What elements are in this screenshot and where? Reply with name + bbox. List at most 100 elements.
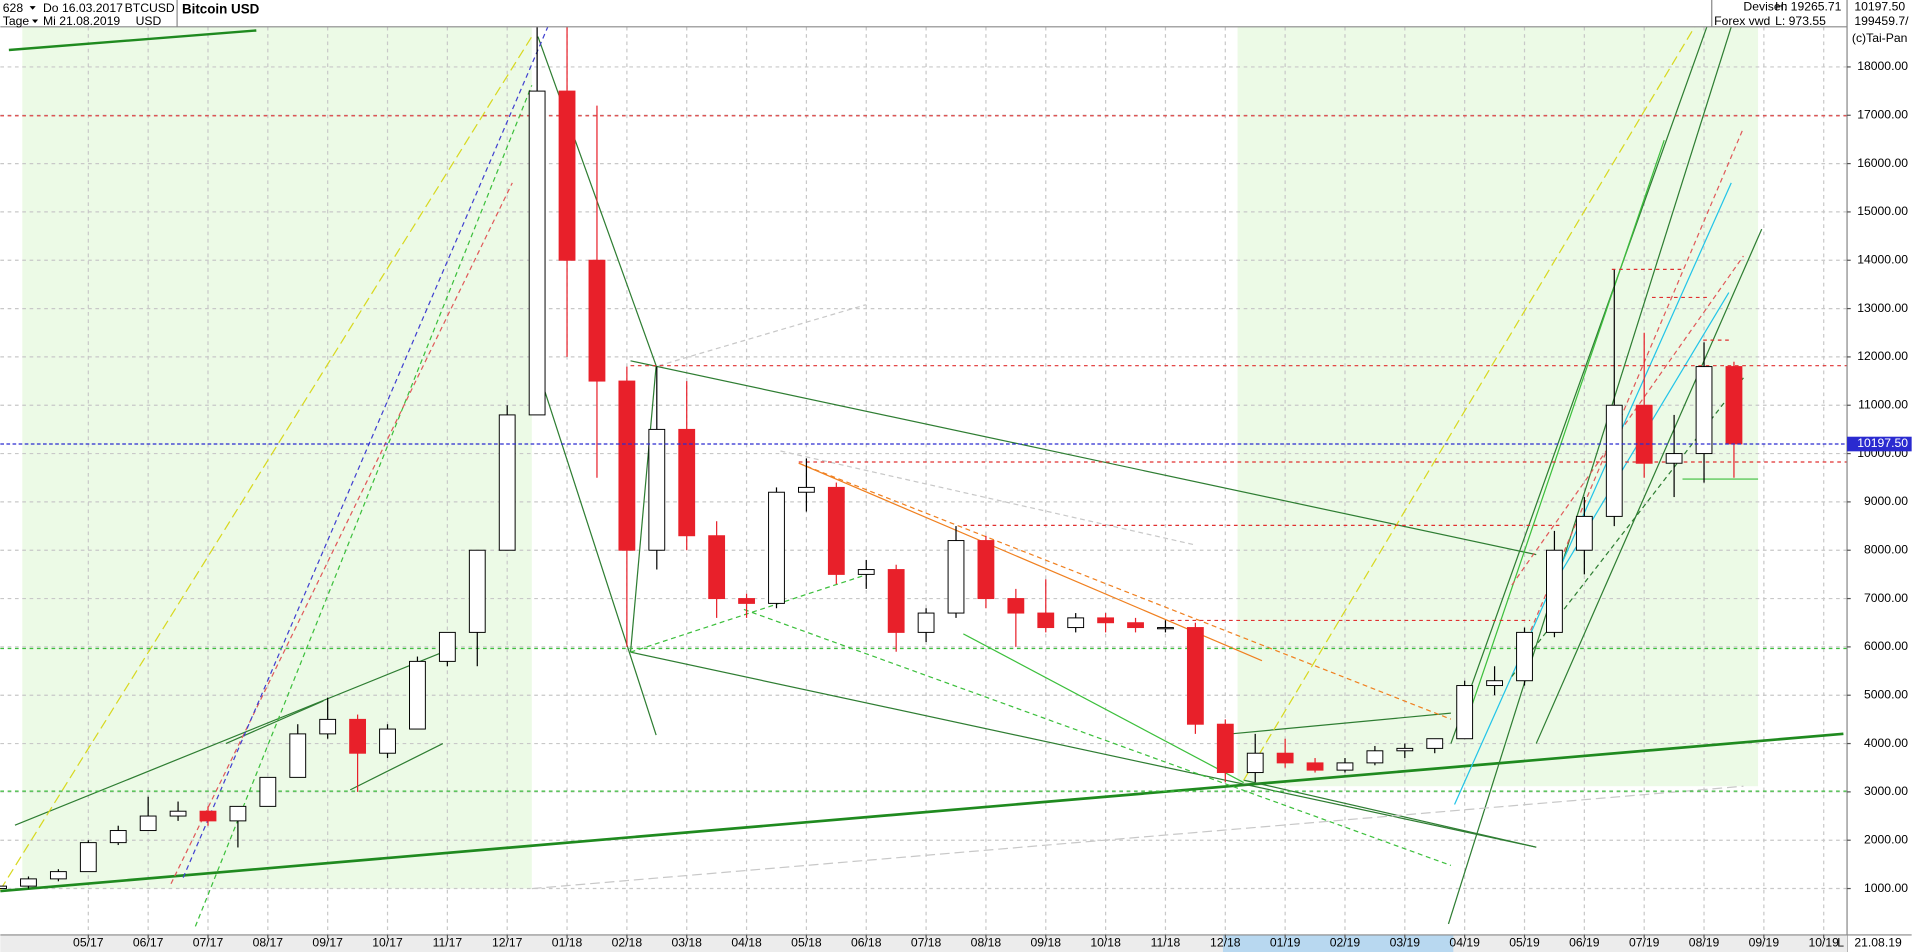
candle-body xyxy=(1665,453,1683,464)
low: L: 973.55 xyxy=(1775,14,1826,28)
x-tick-label: 02/19 xyxy=(1330,936,1361,950)
x-tick-label: 04/19 xyxy=(1449,936,1480,950)
candle-body xyxy=(648,428,666,551)
candle-body xyxy=(319,718,337,735)
last-value: 10197.50 xyxy=(1854,0,1905,14)
candle-body xyxy=(678,428,696,537)
candle-body xyxy=(1426,738,1444,749)
candle-body xyxy=(49,871,67,880)
trendlines xyxy=(0,24,1848,927)
candle-body xyxy=(1246,752,1264,774)
candle-body xyxy=(1186,627,1204,725)
x-tick-label: 08/19 xyxy=(1689,936,1720,950)
last-price-marker xyxy=(1847,436,1912,452)
period: Tage xyxy=(3,14,30,28)
candle-body xyxy=(768,491,785,604)
x-tick-label: 10/19 xyxy=(1808,936,1839,950)
candle-body xyxy=(438,631,456,662)
x-tick-label: 05/18 xyxy=(791,936,822,950)
trendline xyxy=(630,360,1537,556)
x-tick-label: 12/17 xyxy=(492,936,523,950)
candle-body xyxy=(1216,723,1234,774)
trendline xyxy=(1447,26,1732,925)
trendline xyxy=(1231,712,1451,735)
x-tick-label: 08/18 xyxy=(971,936,1002,950)
x-tick-label: 12/18 xyxy=(1210,936,1241,950)
trendline xyxy=(1535,228,1763,744)
trendline xyxy=(743,608,1452,867)
candle-body xyxy=(139,815,157,832)
header: 628 Do 16.03.2017 BTCUSD Tage Mi 21.08.2… xyxy=(3,0,1909,950)
header-bar xyxy=(0,0,1912,27)
candle-body xyxy=(977,540,995,600)
x-tick-label: 03/18 xyxy=(671,936,702,950)
candle-body xyxy=(588,259,606,382)
trendline xyxy=(0,36,533,891)
high: H: 19265.71 xyxy=(1775,0,1842,14)
count: 628 xyxy=(3,1,24,15)
x-tick-label: 08/17 xyxy=(253,936,284,950)
y-tick-label: 5000.00 xyxy=(1864,687,1908,701)
symbol: BTCUSD xyxy=(125,1,175,15)
x-tick-label: 07/19 xyxy=(1629,936,1660,950)
candle-body xyxy=(1396,747,1414,752)
candle-body xyxy=(618,380,636,551)
x-tick-label: 10/17 xyxy=(372,936,403,950)
trendline xyxy=(963,633,1244,784)
y-tick-label: 15000.00 xyxy=(1857,204,1908,218)
x-tick-label: 10/18 xyxy=(1090,936,1121,950)
trendline xyxy=(170,182,513,885)
trendline xyxy=(194,85,533,927)
market: Devisen xyxy=(1743,0,1787,14)
candle-body xyxy=(558,90,576,261)
candle-body xyxy=(1605,404,1623,517)
y-tick-label: 11000.00 xyxy=(1858,397,1908,411)
trendline xyxy=(630,651,1537,848)
trendline xyxy=(182,24,550,878)
candle-body xyxy=(20,878,37,887)
candle-body xyxy=(1546,549,1563,633)
trendline xyxy=(1450,26,1708,744)
x-tick-label: 04/18 xyxy=(731,936,762,950)
candle-body xyxy=(259,776,277,807)
trendline xyxy=(1243,26,1696,781)
x-tick-label: 06/19 xyxy=(1569,936,1600,950)
axis-mode: L xyxy=(1837,936,1844,950)
candle-body xyxy=(349,718,367,754)
trendline xyxy=(1453,182,1732,805)
highlight-zone xyxy=(1237,26,1759,787)
x-tick-label: 09/18 xyxy=(1031,936,1062,950)
x-tick-label: 05/17 xyxy=(73,936,104,950)
dropdown-icon xyxy=(29,6,36,10)
currency: USD xyxy=(136,14,162,28)
x-tick-label: 06/18 xyxy=(851,936,882,950)
candle-body xyxy=(1007,598,1025,614)
y-tick-label: 12000.00 xyxy=(1857,349,1908,363)
candle-body xyxy=(169,810,187,817)
x-tick-label: 05/19 xyxy=(1509,936,1540,950)
source: Forex vwd xyxy=(1714,14,1770,28)
candle-body xyxy=(1067,617,1085,629)
candle-body xyxy=(738,598,755,604)
trendline xyxy=(1462,139,1665,732)
axes: 1000.00 2000.00 3000.00 4000.00 5000.00 6000.… xyxy=(73,59,1912,950)
candle-body xyxy=(1695,366,1713,455)
candle-body xyxy=(79,842,97,873)
trendline xyxy=(8,29,257,52)
trendline xyxy=(658,304,866,367)
x-tick-label: 01/19 xyxy=(1270,936,1301,950)
volume: 199459.7/ xyxy=(1854,14,1909,28)
y-tick-label: 7000.00 xyxy=(1864,591,1908,605)
candle-body xyxy=(1516,631,1533,682)
trendline xyxy=(629,365,657,653)
y-tick-label: 9000.00 xyxy=(1864,494,1908,508)
trendline xyxy=(14,651,444,826)
x-tick-label: 07/18 xyxy=(911,936,942,950)
candle-body xyxy=(1456,685,1474,740)
candle-body xyxy=(1486,680,1503,687)
candles xyxy=(0,4,1743,890)
end-date: Mi 21.08.2019 xyxy=(43,14,120,28)
trendline xyxy=(1243,779,1537,848)
x-axis-selection xyxy=(1222,934,1454,952)
candle-body xyxy=(409,660,426,730)
